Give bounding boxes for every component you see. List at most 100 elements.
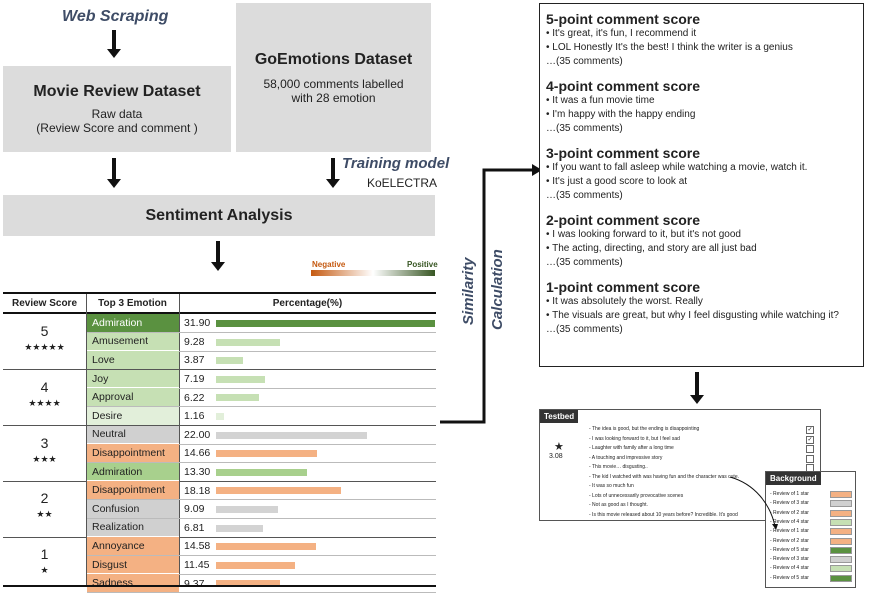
movie-review-dataset-box: Movie Review Dataset Raw data (Review Sc…: [3, 66, 231, 152]
goemotions-title: GoEmotions Dataset: [254, 50, 413, 68]
percentage-value: 6.22: [184, 391, 205, 404]
percentage-bar: [216, 413, 224, 420]
comment-score-title: 1-point comment score: [546, 279, 701, 295]
emotion-cell: Joy: [87, 369, 179, 388]
comment-line: • I was looking forward to it, but it's …: [546, 229, 741, 240]
percentage-bar: [216, 561, 295, 569]
col-divider-1: [86, 294, 87, 586]
comment-line: • The acting, directing, and story are a…: [546, 243, 757, 254]
table-row: Amusement 9.28: [3, 332, 436, 352]
legend-gradient-bar: [311, 270, 435, 276]
emotion-cell: Disappointment: [87, 481, 179, 499]
review-score-cell: 5 ★★★★★: [3, 314, 86, 370]
background-swatch: [830, 509, 852, 517]
percentage-value: 9.28: [184, 335, 205, 348]
testbed-comment: - I was looking forward to it, but I fee…: [589, 435, 680, 442]
testbed-comment: - The kid I watched with was having fun …: [589, 473, 739, 480]
percentage-bar: [216, 394, 259, 402]
background-review: - Review of 5 star: [770, 546, 809, 553]
emotion-cell: Approval: [87, 388, 179, 406]
comment-line: …(35 comments): [546, 56, 623, 67]
comment-line: …(35 comments): [546, 190, 623, 201]
goemotions-line2: with 28 emotion: [291, 90, 376, 105]
goemotions-dataset-box: GoEmotions Dataset 58,000 comments label…: [236, 3, 431, 152]
comment-line: …(35 comments): [546, 257, 623, 268]
score-stars: ★: [40, 565, 49, 576]
comment-line: • LOL Honestly It's the best! I think th…: [546, 42, 793, 53]
testbed-comment: - A touching and impressive story: [589, 454, 663, 461]
percentage-value: 14.66: [184, 447, 211, 460]
background-swatch: [830, 546, 852, 554]
percentage-value: 31.90: [184, 317, 211, 330]
testbed-checkbox[interactable]: ✓: [806, 435, 814, 444]
comment-line: • The visuals are great, but why I feel …: [546, 310, 839, 321]
table-row: Disappointment 14.66: [3, 444, 436, 464]
percentage-bar: [216, 450, 317, 458]
row-rule: [87, 518, 436, 520]
score-stars: ★★: [36, 509, 53, 520]
koelectra-label: KoELECTRA: [367, 176, 438, 190]
goemotions-line1: 58,000 comments labelled: [263, 76, 404, 91]
comment-score-section: 1-point comment score • It was absolutely…: [546, 279, 857, 337]
testbed-comment: - Lots of unnecessarily provocative scen…: [589, 492, 684, 499]
testbed-comment: - Laughter with family after a long time: [589, 445, 674, 451]
percentage-value: 18.18: [184, 484, 211, 497]
group-rule: [3, 369, 436, 371]
table-row: Disgust 11.45: [3, 555, 436, 575]
percentage-bar: [216, 338, 280, 346]
comment-line: • If you want to fall asleep while watch…: [546, 162, 808, 173]
col-divider-2: [179, 294, 180, 586]
header-percentage: Percentage(%): [272, 297, 343, 309]
emotion-cell: Admiration: [87, 462, 179, 481]
emotion-cell: Realization: [87, 518, 179, 537]
table-top-rule: [3, 292, 436, 294]
percentage-value: 22.00: [184, 428, 211, 441]
table-row: Neutral 22.00: [3, 425, 436, 445]
comment-score-title: 5-point comment score: [546, 11, 701, 27]
comment-line: • It's great, it's fun, I recommend it: [546, 28, 697, 39]
testbed-star: ★: [554, 441, 564, 453]
web-scraping-label: Web Scraping: [62, 8, 169, 25]
background-review: - Review of 3 star: [770, 500, 809, 507]
testbed-checkbox[interactable]: [806, 445, 814, 453]
testbed-checkbox[interactable]: ✓: [806, 426, 814, 434]
row-rule: [87, 350, 436, 352]
score-stars: ★★★: [32, 453, 57, 464]
percentage-value: 7.19: [184, 373, 205, 386]
emotion-cell: Disgust: [87, 555, 179, 574]
comment-line: • It was absolutely the worst. Really: [546, 296, 703, 307]
background-swatch: [830, 518, 852, 526]
background-review: - Review of 4 star: [770, 518, 809, 525]
score-number: 1: [40, 546, 49, 563]
table-row: Disappointment 18.18: [3, 481, 436, 501]
emotion-cell: Confusion: [87, 500, 179, 518]
testbed-comment: - Is this movie released about 10 years …: [589, 511, 738, 518]
comment-score-section: 5-point comment score • It's great, it's …: [546, 11, 857, 69]
emotion-cell: Sadness: [87, 574, 179, 592]
background-review: - Review of 2 star: [770, 509, 809, 516]
background-review: - Review of 1 star: [770, 491, 809, 497]
comment-line: …(35 comments): [546, 324, 623, 335]
emotion-cell: Neutral: [87, 425, 179, 444]
testbed-label: Testbed: [540, 410, 579, 423]
movie-review-title: Movie Review Dataset: [33, 83, 201, 100]
table-row: Love 3.87: [3, 351, 436, 371]
percentage-value: 6.81: [184, 521, 205, 534]
group-rule: [3, 425, 436, 427]
score-number: 2: [40, 490, 49, 507]
row-rule: [87, 573, 436, 575]
emotion-table: Review Score Top 3 Emotion Percentage(%)…: [3, 292, 436, 593]
percentage-bar: [216, 524, 263, 532]
movie-review-line2: (Review Score and comment ): [36, 121, 198, 135]
table-row: Confusion 9.09: [3, 500, 436, 520]
emotion-cell: Love: [87, 351, 179, 369]
comment-score-title: 2-point comment score: [546, 212, 701, 228]
score-stars: ★★★★: [28, 397, 61, 408]
emotion-cell: Annoyance: [87, 537, 179, 555]
percentage-bar: [216, 487, 341, 495]
background-review: - Review of 3 star: [770, 556, 809, 563]
percentage-value: 1.16: [184, 410, 205, 423]
comment-score-section: 3-point comment score • If you want to fa…: [546, 145, 857, 203]
table-row: Admiration 31.90: [3, 314, 436, 334]
testbed-checkbox[interactable]: [806, 454, 814, 463]
